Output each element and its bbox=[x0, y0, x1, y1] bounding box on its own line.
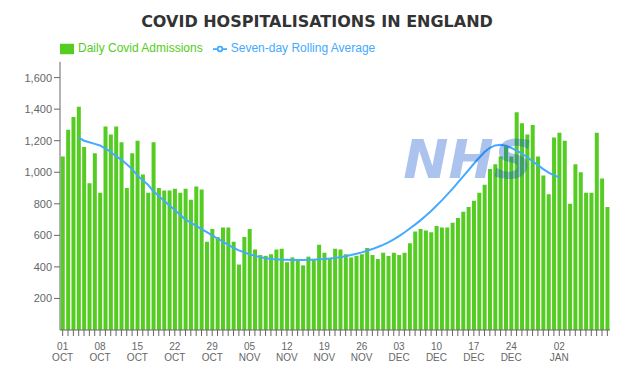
svg-text:22OCT: 22OCT bbox=[164, 341, 185, 363]
svg-text:26NOV: 26NOV bbox=[351, 341, 373, 363]
svg-text:03DEC: 03DEC bbox=[389, 341, 410, 363]
svg-text:1,600: 1,600 bbox=[24, 72, 52, 84]
html-text:NHS: NHS bbox=[403, 128, 533, 191]
svg-text:19NOV: 19NOV bbox=[313, 341, 335, 363]
svg-text:24DEC: 24DEC bbox=[501, 341, 522, 363]
svg-text:02JAN: 02JAN bbox=[550, 341, 569, 363]
svg-text:08OCT: 08OCT bbox=[89, 341, 110, 363]
svg-text:1,000: 1,000 bbox=[24, 166, 52, 178]
svg-text:200: 200 bbox=[34, 292, 52, 304]
svg-text:1,400: 1,400 bbox=[24, 103, 52, 115]
html-text:Seven-day Rolling Average: Seven-day Rolling Average bbox=[230, 41, 376, 55]
html-text:COVID HOSPITALISATIONS IN ENGL: COVID HOSPITALISATIONS IN ENGLAND bbox=[141, 12, 493, 31]
svg-text:15OCT: 15OCT bbox=[127, 341, 148, 363]
svg-text:400: 400 bbox=[34, 261, 52, 273]
svg-text:17DEC: 17DEC bbox=[463, 341, 484, 363]
svg-text:600: 600 bbox=[34, 229, 52, 241]
svg-text:1,200: 1,200 bbox=[24, 135, 52, 147]
svg-text:800: 800 bbox=[34, 198, 52, 210]
svg-text:05NOV: 05NOV bbox=[239, 341, 261, 363]
html-text:Daily Covid Admissions: Daily Covid Admissions bbox=[78, 41, 203, 55]
svg-text:12NOV: 12NOV bbox=[276, 341, 298, 363]
svg-text:10DEC: 10DEC bbox=[426, 341, 447, 363]
svg-text:01OCT: 01OCT bbox=[52, 341, 73, 363]
svg-text:29OCT: 29OCT bbox=[202, 341, 223, 363]
